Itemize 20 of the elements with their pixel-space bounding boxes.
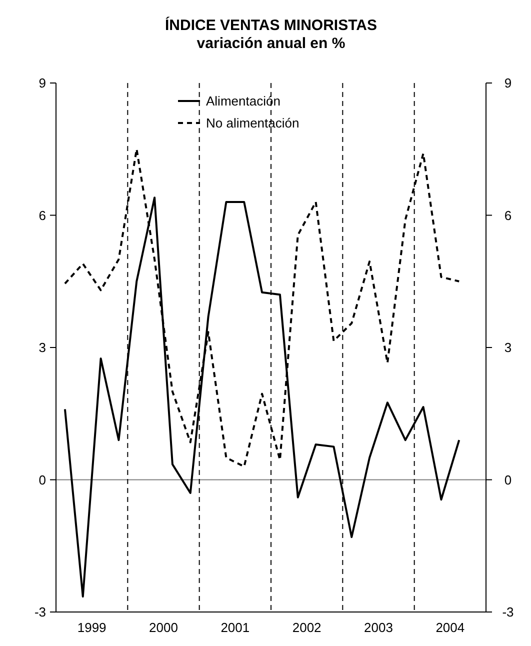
y-tick-label: 9 (38, 76, 46, 91)
x-tick-label: 2004 (436, 620, 465, 635)
chart-subtitle: variación anual en % (196, 35, 346, 52)
x-tick-label: 2001 (220, 620, 250, 635)
x-tick-label: 2003 (364, 620, 393, 635)
y2-tick-label: 0 (504, 472, 512, 488)
x-tick-label: 2002 (292, 620, 322, 635)
y-tick-label: 6 (38, 208, 46, 223)
y2-tick-label: 6 (504, 208, 512, 223)
y2-tick-label: 3 (504, 340, 512, 356)
x-tick-label: 1999 (77, 620, 106, 635)
y-tick-label: 0 (38, 472, 46, 488)
y-tick-label: -3 (34, 604, 46, 620)
chart-title: ÍNDICE VENTAS MINORISTAS (165, 16, 377, 34)
y2-tick-label: 9 (504, 76, 512, 91)
y-tick-label: 3 (38, 340, 46, 356)
legend-label: Alimentación (206, 94, 280, 109)
x-tick-label: 2000 (149, 620, 178, 635)
legend-label: No alimentación (206, 116, 300, 131)
y2-tick-label: -3 (502, 604, 514, 620)
